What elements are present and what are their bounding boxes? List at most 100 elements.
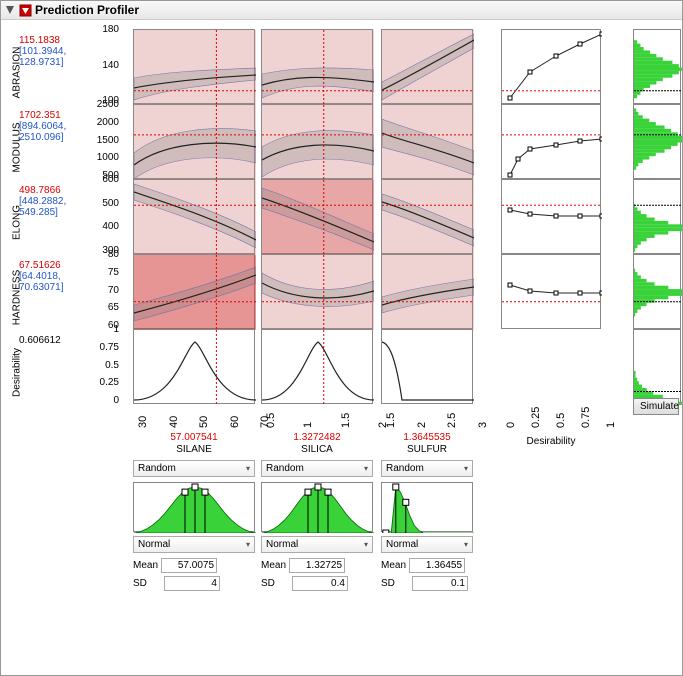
profile-cell[interactable] (381, 104, 473, 179)
response-mean: 67.51626 (19, 260, 43, 271)
sd-input[interactable] (164, 576, 220, 591)
dist-plot[interactable] (261, 482, 373, 532)
response-mean: 1702.351 (19, 110, 43, 121)
profile-cell[interactable] (381, 179, 473, 254)
x-tick: 1.5 (340, 413, 352, 428)
mean-input[interactable] (161, 558, 217, 573)
row-label: HARDNESS67.51626[64.4018, 70.63071] (5, 260, 43, 335)
profile-cell[interactable] (133, 29, 255, 104)
row-label: ABRASION115.1838[101.3944, 128.9731] (5, 35, 43, 110)
response-ci: [448.2882, 549.285] (19, 196, 43, 218)
hotspot-icon[interactable] (19, 4, 32, 17)
y-ticks: 100140180 (79, 29, 119, 104)
profile-cell[interactable] (133, 104, 255, 179)
desir-row-label: Desirability0.606612 (5, 335, 43, 410)
random-combo[interactable]: Random▾ (261, 460, 373, 477)
y-tick: 2000 (97, 117, 119, 128)
titlebar: Prediction Profiler (1, 1, 682, 20)
sd-label: SD (261, 578, 289, 589)
chevron-down-icon: ▾ (464, 464, 468, 473)
desir-trace-cell[interactable] (501, 29, 601, 104)
profile-cell[interactable] (261, 179, 373, 254)
desir-trace-cell[interactable] (501, 104, 601, 179)
chevron-down-icon: ▾ (364, 540, 368, 549)
mean-row: Mean (133, 558, 255, 573)
d-ytick: 0 (113, 395, 119, 406)
desir-trace-cell[interactable] (501, 254, 601, 329)
profile-cell[interactable] (261, 104, 373, 179)
chevron-down-icon: ▾ (246, 464, 250, 473)
chevron-down-icon: ▾ (464, 540, 468, 549)
mean-input[interactable] (289, 558, 345, 573)
y-tick: 75 (108, 267, 119, 278)
dist-combo[interactable]: Normal▾ (381, 536, 473, 553)
response-mean: 115.1838 (19, 35, 43, 46)
y-ticks: 5001000150020002500 (79, 104, 119, 179)
x-tick: 3 (477, 422, 489, 428)
mean-input[interactable] (409, 558, 465, 573)
desir-cell[interactable] (133, 329, 255, 404)
profiler-panel: Prediction Profiler ABRASION115.1838[101… (0, 0, 683, 676)
profile-cell[interactable] (381, 254, 473, 329)
sd-input[interactable] (292, 576, 348, 591)
profile-cell[interactable] (133, 254, 255, 329)
sd-row: SD (261, 576, 373, 591)
desir-value: 0.606612 (19, 335, 43, 346)
y-tick: 600 (102, 174, 119, 185)
d-ytick: 0.5 (105, 360, 119, 371)
y-tick: 400 (102, 221, 119, 232)
desir-xtick: 0.25 (530, 407, 542, 428)
factor-name: SILANE (133, 444, 255, 455)
random-combo[interactable]: Random▾ (381, 460, 473, 477)
profile-cell[interactable] (261, 29, 373, 104)
x-tick: 40 (168, 416, 180, 428)
random-combo[interactable]: Random▾ (133, 460, 255, 477)
y-tick: 80 (108, 249, 119, 260)
response-name: ABRASION (12, 42, 23, 102)
x-tick: 2 (416, 422, 428, 428)
response-ci: [64.4018, 70.63071] (19, 271, 43, 293)
panel-title: Prediction Profiler (35, 3, 139, 17)
response-name: ELONG (12, 192, 23, 252)
d-ytick: 0.75 (100, 342, 119, 353)
desir-xtick: 0 (505, 422, 517, 428)
simulate-button[interactable]: Simulate (633, 398, 679, 415)
dist-combo[interactable]: Normal▾ (261, 536, 373, 553)
profile-cell[interactable] (133, 179, 255, 254)
desir-cell[interactable] (261, 329, 373, 404)
sim-hist-cell (633, 254, 681, 329)
factor-value: 1.3645535 (381, 432, 473, 443)
profile-cell[interactable] (381, 29, 473, 104)
x-tick: 60 (229, 416, 241, 428)
sd-input[interactable] (412, 576, 468, 591)
chevron-down-icon: ▾ (364, 464, 368, 473)
dist-plot[interactable] (381, 482, 473, 532)
desir-trace-cell[interactable] (501, 179, 601, 254)
profile-cell[interactable] (261, 254, 373, 329)
y-tick: 65 (108, 302, 119, 313)
desir-col-label: Desirability (501, 436, 601, 447)
factor-value: 1.3272482 (261, 432, 373, 443)
y-tick: 500 (102, 198, 119, 209)
desir-xtick: 0.5 (555, 413, 567, 428)
row-label: ELONG498.7866[448.2882, 549.285] (5, 185, 43, 260)
desir-yticks: 00.250.50.751 (79, 329, 119, 404)
response-name: HARDNESS (12, 267, 23, 327)
row-label: MODULUS1702.351[894.6064, 2510.096] (5, 110, 43, 185)
sd-row: SD (133, 576, 255, 591)
desir-name: Desirability (12, 342, 23, 402)
mean-row: Mean (381, 558, 473, 573)
sim-hist-cell (633, 104, 681, 179)
desir-cell[interactable] (381, 329, 473, 404)
x-tick: 2.5 (446, 413, 458, 428)
factor-name: SULFUR (381, 444, 473, 455)
dist-combo[interactable]: Normal▾ (133, 536, 255, 553)
d-ytick: 1 (113, 324, 119, 335)
x-tick: 1.5 (385, 413, 397, 428)
d-ytick: 0.25 (100, 377, 119, 388)
mean-label: Mean (133, 560, 158, 571)
dist-plot[interactable] (133, 482, 255, 532)
y-tick: 2500 (97, 99, 119, 110)
disclosure-icon[interactable] (5, 5, 16, 16)
mean-row: Mean (261, 558, 373, 573)
